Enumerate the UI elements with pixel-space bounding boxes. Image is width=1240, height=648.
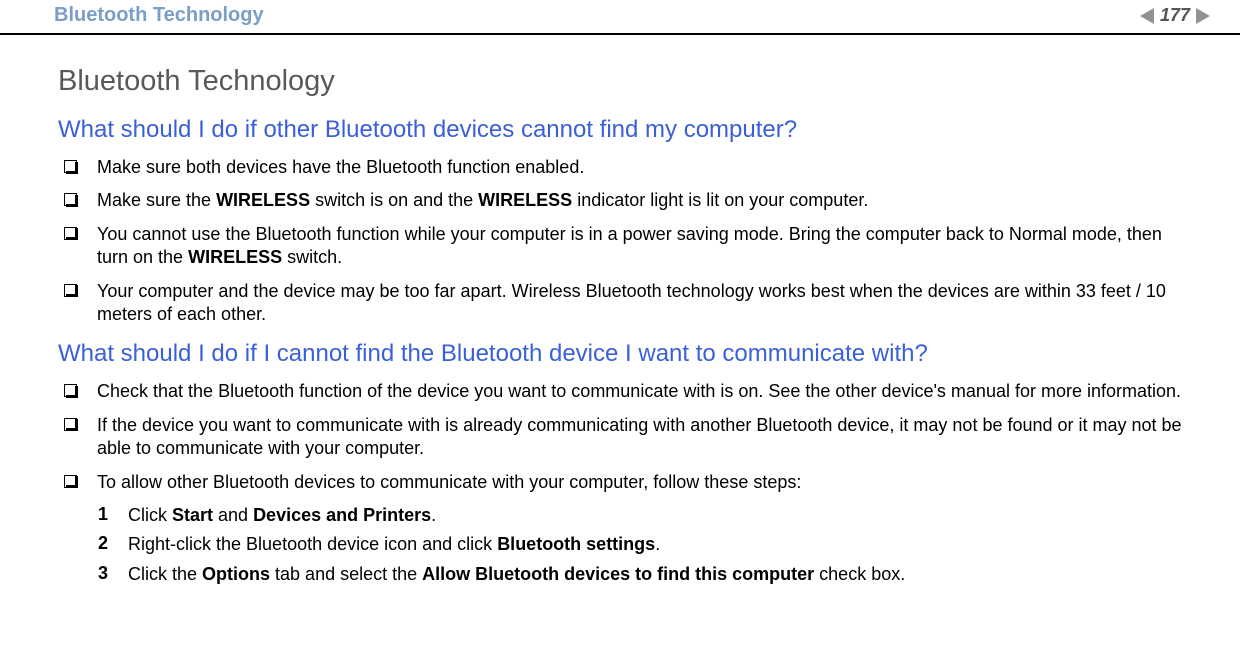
bullet-marker-icon bbox=[64, 284, 77, 297]
bullet-marker-icon bbox=[64, 160, 77, 173]
bullet-marker-icon bbox=[64, 384, 77, 397]
step-text: Right-click the Bluetooth device icon an… bbox=[128, 533, 1182, 556]
main-title: Bluetooth Technology bbox=[58, 65, 1182, 98]
text-segment: Make sure both devices have the Bluetoot… bbox=[97, 157, 584, 177]
sections-container: What should I do if other Bluetooth devi… bbox=[58, 116, 1182, 586]
text-segment: Bluetooth settings bbox=[497, 534, 655, 554]
bullet-item: If the device you want to communicate wi… bbox=[58, 414, 1182, 461]
text-segment: switch. bbox=[282, 247, 342, 267]
bullet-item: Make sure the WIRELESS switch is on and … bbox=[58, 189, 1182, 212]
text-segment: Check that the Bluetooth function of the… bbox=[97, 381, 1181, 401]
page-nav: 177 bbox=[1140, 5, 1210, 26]
text-segment: indicator light is lit on your computer. bbox=[572, 190, 868, 210]
page-number: 177 bbox=[1160, 5, 1190, 26]
page-content: Bluetooth Technology What should I do if… bbox=[0, 35, 1240, 586]
bullet-text: If the device you want to communicate wi… bbox=[97, 414, 1182, 461]
next-page-icon[interactable] bbox=[1196, 8, 1210, 24]
text-segment: Make sure the bbox=[97, 190, 216, 210]
bullet-text: Make sure both devices have the Bluetoot… bbox=[97, 156, 1182, 179]
bullet-text: Your computer and the device may be too … bbox=[97, 280, 1182, 327]
step-item: 2Right-click the Bluetooth device icon a… bbox=[58, 533, 1182, 556]
bullet-marker-icon bbox=[64, 193, 77, 206]
bullet-item: Check that the Bluetooth function of the… bbox=[58, 380, 1182, 403]
step-item: 1Click Start and Devices and Printers. bbox=[58, 504, 1182, 527]
question-heading: What should I do if other Bluetooth devi… bbox=[58, 116, 1182, 144]
step-number: 2 bbox=[98, 533, 128, 554]
text-segment: WIRELESS bbox=[188, 247, 282, 267]
text-segment: Right-click the Bluetooth device icon an… bbox=[128, 534, 497, 554]
text-segment: check box. bbox=[814, 564, 905, 584]
bullet-marker-icon bbox=[64, 227, 77, 240]
step-text: Click Start and Devices and Printers. bbox=[128, 504, 1182, 527]
text-segment: Start bbox=[172, 505, 213, 525]
text-segment: To allow other Bluetooth devices to comm… bbox=[97, 472, 801, 492]
bullet-text: To allow other Bluetooth devices to comm… bbox=[97, 471, 1182, 494]
prev-page-icon[interactable] bbox=[1140, 8, 1154, 24]
text-segment: Your computer and the device may be too … bbox=[97, 281, 1166, 324]
step-item: 3Click the Options tab and select the Al… bbox=[58, 563, 1182, 586]
text-segment: WIRELESS bbox=[478, 190, 572, 210]
bullet-marker-icon bbox=[64, 475, 77, 488]
text-segment: Allow Bluetooth devices to find this com… bbox=[422, 564, 814, 584]
bullet-text: Check that the Bluetooth function of the… bbox=[97, 380, 1182, 403]
bullet-item: You cannot use the Bluetooth function wh… bbox=[58, 223, 1182, 270]
text-segment: WIRELESS bbox=[216, 190, 310, 210]
page-header: Bluetooth Technology 177 bbox=[0, 0, 1240, 35]
text-segment: Click bbox=[128, 505, 172, 525]
bullet-item: Your computer and the device may be too … bbox=[58, 280, 1182, 327]
question-heading: What should I do if I cannot find the Bl… bbox=[58, 340, 1182, 368]
text-segment: . bbox=[431, 505, 436, 525]
step-number: 3 bbox=[98, 563, 128, 584]
text-segment: and bbox=[213, 505, 253, 525]
text-segment: If the device you want to communicate wi… bbox=[97, 415, 1182, 458]
bullet-item: To allow other Bluetooth devices to comm… bbox=[58, 471, 1182, 494]
bullet-item: Make sure both devices have the Bluetoot… bbox=[58, 156, 1182, 179]
header-title: Bluetooth Technology bbox=[54, 4, 264, 27]
text-segment: tab and select the bbox=[270, 564, 422, 584]
bullet-text: You cannot use the Bluetooth function wh… bbox=[97, 223, 1182, 270]
text-segment: Click the bbox=[128, 564, 202, 584]
bullet-marker-icon bbox=[64, 418, 77, 431]
bullet-text: Make sure the WIRELESS switch is on and … bbox=[97, 189, 1182, 212]
text-segment: . bbox=[655, 534, 660, 554]
step-text: Click the Options tab and select the All… bbox=[128, 563, 1182, 586]
text-segment: Options bbox=[202, 564, 270, 584]
text-segment: Devices and Printers bbox=[253, 505, 431, 525]
text-segment: switch is on and the bbox=[310, 190, 478, 210]
step-number: 1 bbox=[98, 504, 128, 525]
